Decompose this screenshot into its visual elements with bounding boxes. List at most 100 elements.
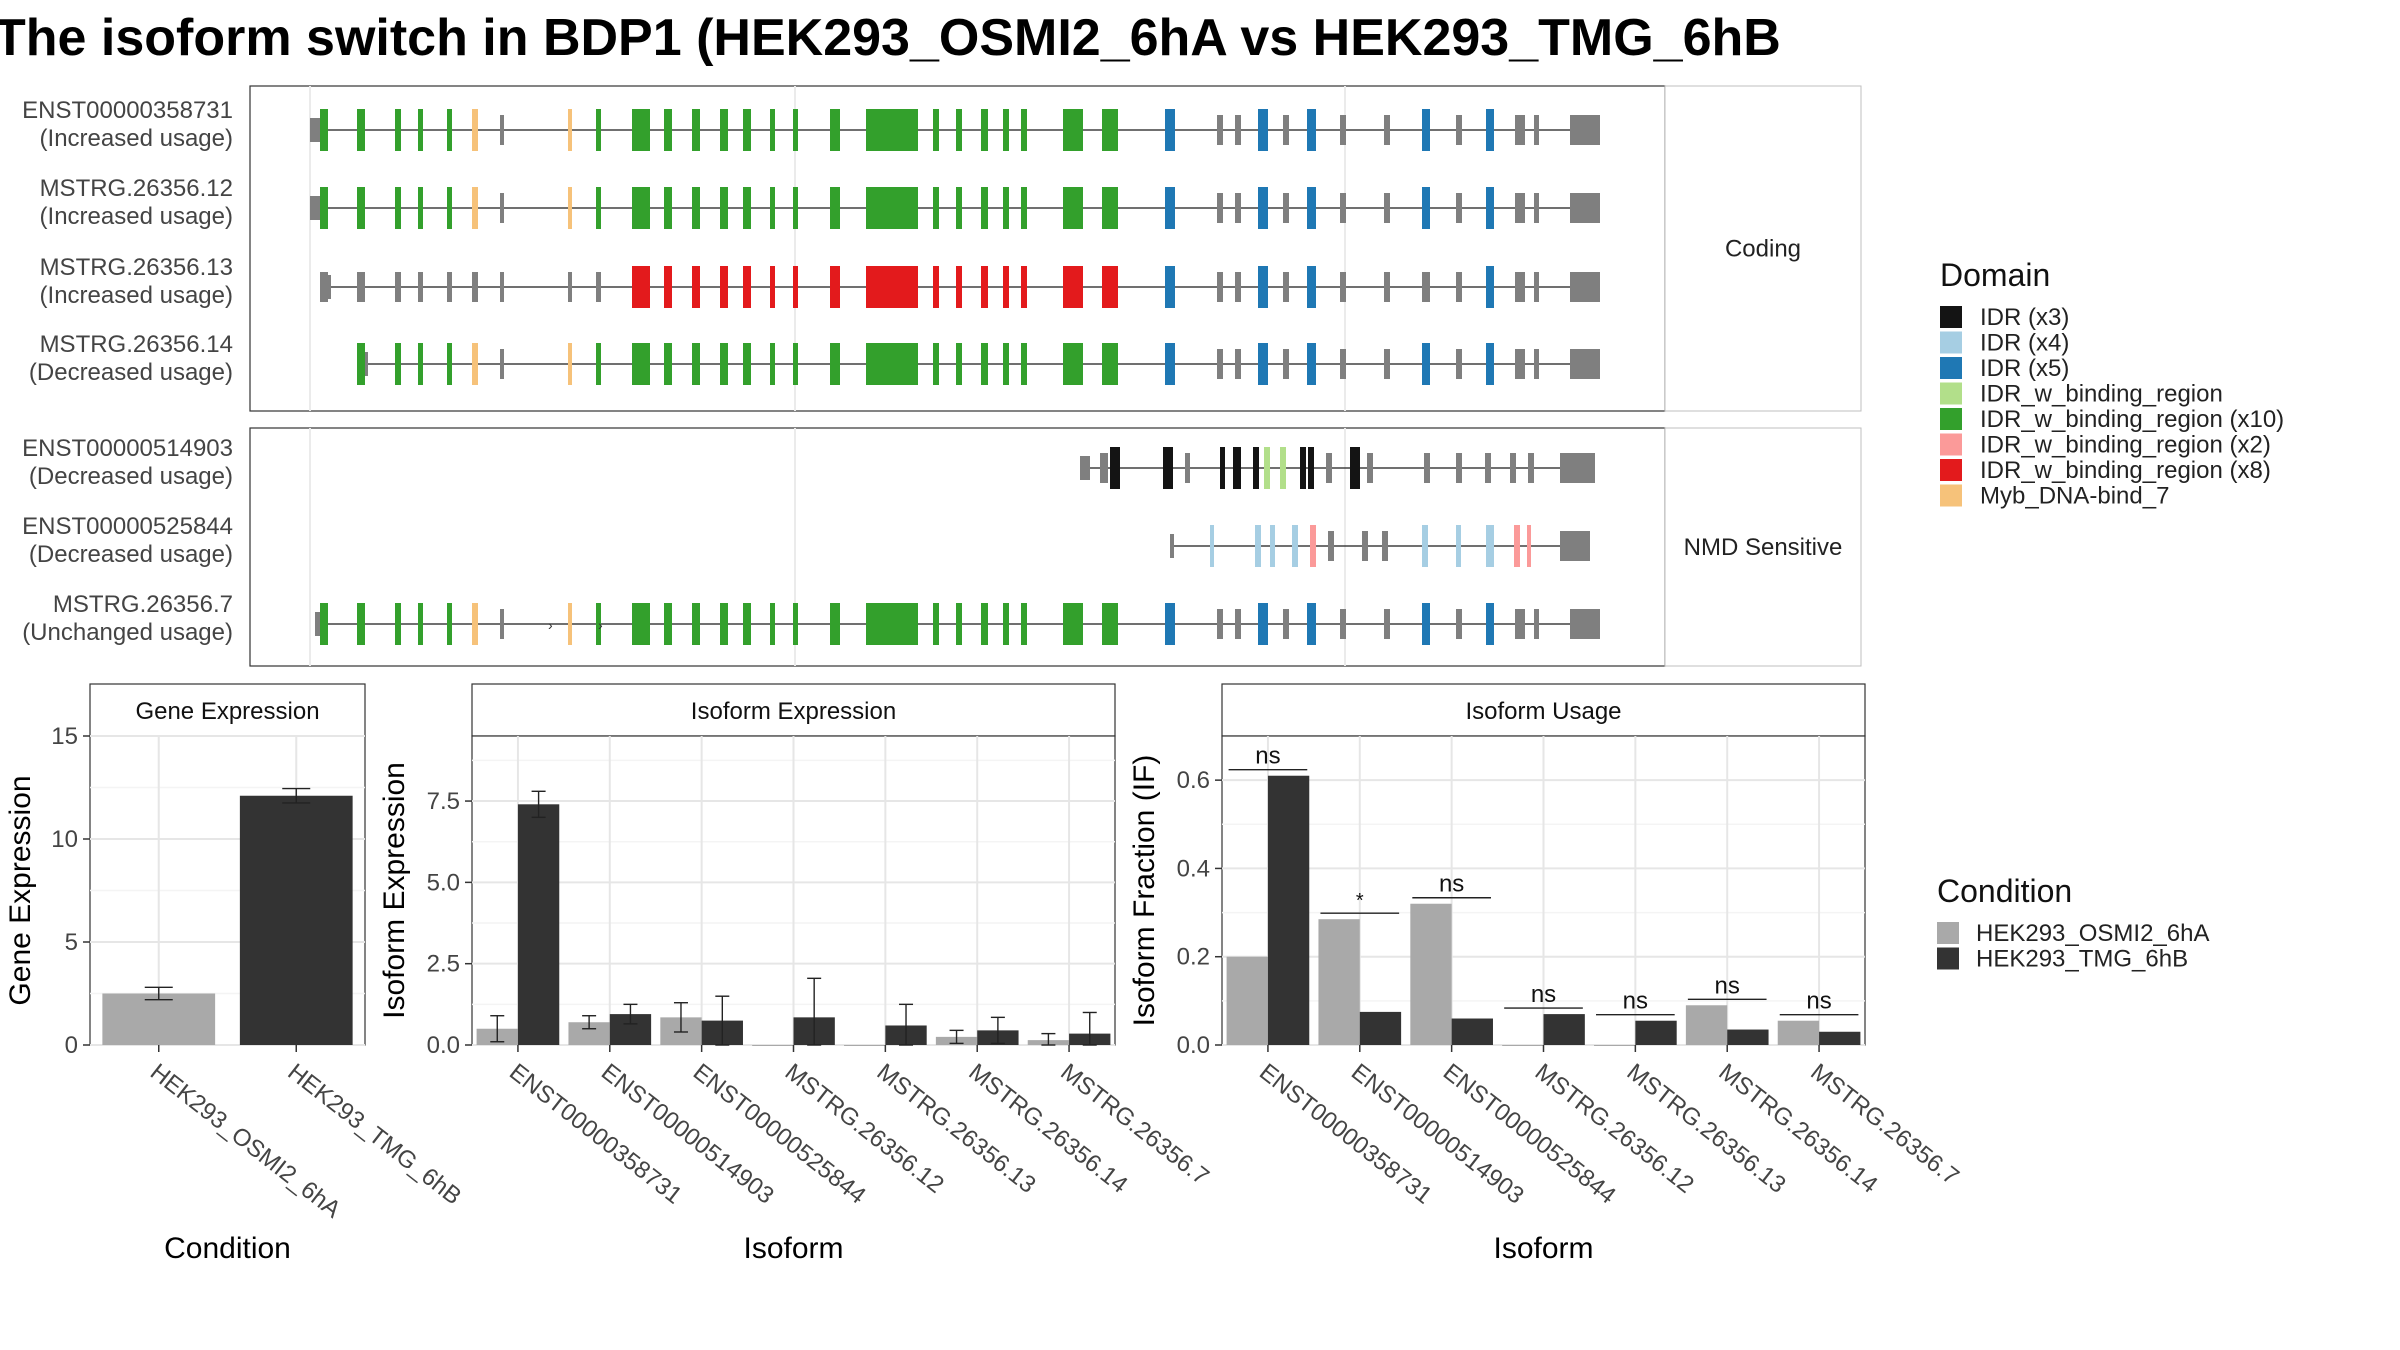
bar bbox=[1685, 1005, 1728, 1045]
exon bbox=[395, 343, 401, 385]
isoform-usage-label: (Increased usage) bbox=[40, 203, 233, 230]
exon bbox=[1258, 187, 1268, 229]
arrow-mark: › bbox=[548, 617, 553, 633]
panel-strip-label: NMD Sensitive bbox=[1684, 534, 1843, 561]
exon bbox=[720, 266, 728, 308]
exon bbox=[1486, 525, 1494, 567]
panel-header bbox=[471, 683, 1116, 737]
exon bbox=[956, 343, 962, 385]
exon bbox=[596, 343, 601, 385]
bar bbox=[844, 1045, 886, 1046]
exon bbox=[770, 343, 775, 385]
exon bbox=[743, 109, 751, 151]
exon bbox=[933, 603, 939, 645]
legend-label: IDR_w_binding_region (x2) bbox=[1980, 432, 2271, 459]
exon bbox=[956, 266, 962, 308]
y-tick-label: 0 bbox=[65, 1032, 78, 1059]
exon bbox=[664, 266, 672, 308]
x-tick-label: MSTRG.26356.13 bbox=[872, 1058, 1041, 1198]
exon bbox=[1307, 187, 1316, 229]
exon bbox=[1165, 343, 1175, 385]
exon bbox=[830, 266, 840, 308]
exon bbox=[981, 343, 988, 385]
exon bbox=[1340, 609, 1346, 639]
exon bbox=[692, 109, 700, 151]
exon bbox=[320, 603, 328, 645]
exon bbox=[1384, 349, 1390, 379]
exon bbox=[1185, 453, 1190, 483]
bar bbox=[1635, 1020, 1677, 1045]
exon bbox=[1328, 531, 1334, 561]
isoform-usage-label: (Increased usage) bbox=[40, 282, 233, 309]
utr-exon bbox=[1570, 193, 1600, 223]
exon bbox=[472, 109, 478, 151]
exon bbox=[472, 272, 478, 302]
bar bbox=[1318, 919, 1360, 1045]
exon bbox=[357, 109, 365, 151]
exon bbox=[1456, 349, 1462, 379]
y-tick-label: 2.5 bbox=[427, 951, 460, 978]
exon bbox=[1515, 115, 1525, 145]
exon bbox=[568, 109, 572, 151]
exon bbox=[1534, 115, 1539, 145]
exon bbox=[472, 603, 478, 645]
exon bbox=[866, 187, 918, 229]
exon bbox=[1384, 272, 1390, 302]
exon bbox=[1515, 272, 1525, 302]
legend-swatch bbox=[1940, 484, 1962, 507]
bar bbox=[752, 1045, 794, 1046]
exon bbox=[1283, 272, 1289, 302]
isoform-usage-label: (Increased usage) bbox=[40, 125, 233, 152]
isoform-usage-label: (Decreased usage) bbox=[29, 463, 233, 490]
exon bbox=[1384, 609, 1390, 639]
exon bbox=[1310, 525, 1316, 567]
isoform-id-label: MSTRG.26356.13 bbox=[40, 254, 233, 281]
condition-legend-title: Condition bbox=[1937, 873, 2072, 909]
x-axis-title: Isoform bbox=[1493, 1232, 1593, 1265]
exon bbox=[1307, 109, 1316, 151]
x-tick-label: MSTRG.26356.7 bbox=[1055, 1058, 1214, 1190]
significance-label: ns bbox=[1715, 972, 1740, 999]
y-tick-label: 15 bbox=[51, 723, 78, 750]
exon bbox=[447, 272, 452, 302]
bar bbox=[568, 1022, 610, 1045]
exon bbox=[1486, 266, 1494, 308]
bar bbox=[1267, 775, 1310, 1045]
panel-title: Isoform Usage bbox=[1465, 698, 1621, 725]
y-axis-title: Gene Expression bbox=[4, 775, 37, 1005]
legend-label: Myb_DNA-bind_7 bbox=[1980, 483, 2169, 510]
exon bbox=[320, 109, 328, 151]
exon bbox=[830, 603, 840, 645]
exon bbox=[1350, 447, 1360, 489]
exon bbox=[1235, 349, 1241, 379]
exon bbox=[395, 603, 401, 645]
exon bbox=[770, 266, 775, 308]
legend-label: HEK293_OSMI2_6hA bbox=[1976, 920, 2209, 947]
y-tick-label: 7.5 bbox=[427, 788, 460, 815]
isoform-id-label: ENST00000514903 bbox=[22, 435, 233, 462]
bar bbox=[1502, 1045, 1544, 1046]
exon bbox=[1165, 603, 1175, 645]
exon bbox=[568, 187, 572, 229]
exon bbox=[447, 343, 452, 385]
exon bbox=[1456, 525, 1461, 567]
utr-exon bbox=[1560, 453, 1595, 483]
exon bbox=[1300, 447, 1306, 489]
legend-label: IDR_w_binding_region (x8) bbox=[1980, 457, 2271, 484]
exon bbox=[1102, 343, 1118, 385]
exon bbox=[1422, 109, 1430, 151]
panel-strip bbox=[1664, 85, 1862, 412]
bar-panel: Isoform Usage 0.0 0.2 0.4 0.6 ns ENST000003587… bbox=[1128, 683, 1964, 1265]
exon bbox=[793, 109, 798, 151]
exon bbox=[1100, 453, 1108, 483]
x-tick-label: ENST00000358731 bbox=[1254, 1058, 1437, 1209]
isoform-id-label: MSTRG.26356.12 bbox=[40, 175, 233, 202]
exon bbox=[1456, 115, 1462, 145]
bar bbox=[517, 804, 560, 1045]
x-tick-label: ENST00000525844 bbox=[688, 1058, 871, 1209]
exon bbox=[981, 187, 988, 229]
exon bbox=[770, 109, 775, 151]
